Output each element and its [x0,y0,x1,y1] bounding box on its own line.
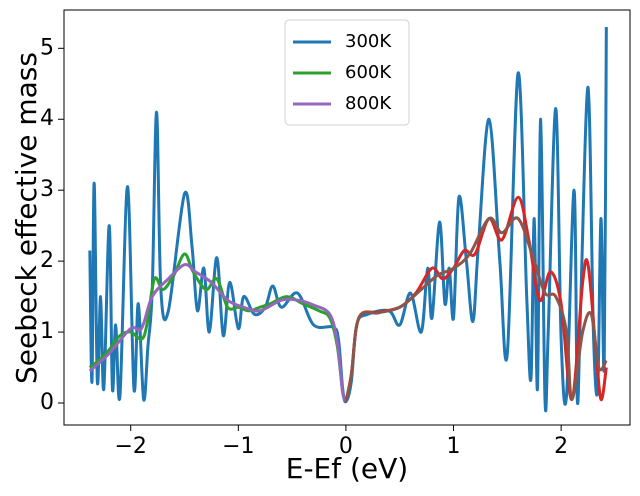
y-tick-label: 1 [40,319,54,344]
y-tick-label: 4 [40,106,54,131]
series-line [88,263,348,403]
y-axis-label: Seebeck effective mass [10,52,43,384]
x-tick-label: 1 [447,434,461,459]
y-tick-label: 0 [40,390,54,415]
y-tick-label: 5 [40,35,54,60]
legend-label: 600K [345,62,392,83]
series-line [344,216,608,402]
plot-frame [63,9,631,426]
x-tick-label: 2 [554,434,568,459]
x-tick-label: 0 [339,434,353,459]
legend-label: 800K [345,93,392,114]
y-tick-label: 3 [40,177,54,202]
legend-label: 300K [345,31,392,52]
legend-box [284,19,410,126]
x-axis-label: E-Ef (eV) [286,452,408,485]
x-tick-label: −2 [114,434,146,459]
x-tick-label: −1 [222,434,254,459]
y-tick-label: 2 [40,248,54,273]
series-line [88,27,608,413]
